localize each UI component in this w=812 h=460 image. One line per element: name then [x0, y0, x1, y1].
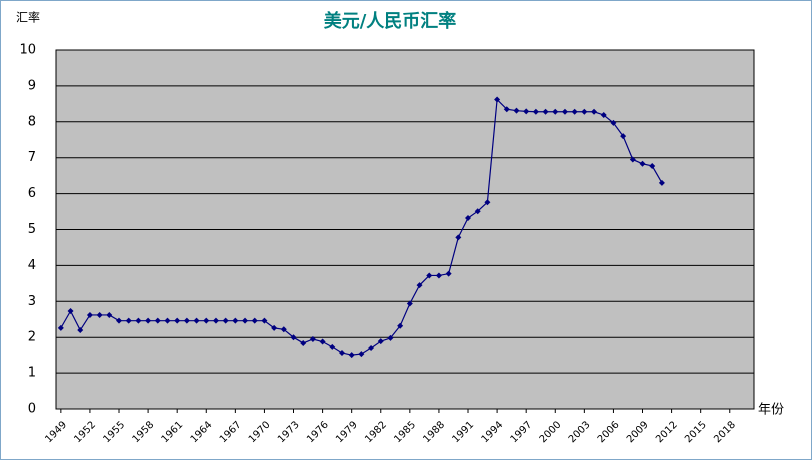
data-point — [125, 317, 132, 324]
data-point — [513, 107, 520, 114]
data-point — [164, 317, 171, 324]
y-tick-label: 8 — [28, 114, 36, 129]
data-point — [232, 317, 239, 324]
chart-title: 美元/人民币汇率 — [324, 10, 457, 32]
y-tick-label: 7 — [28, 150, 36, 165]
data-point — [426, 272, 433, 279]
data-point — [251, 317, 258, 324]
data-point — [319, 338, 326, 345]
data-point — [338, 349, 345, 356]
y-tick-label: 9 — [28, 78, 36, 93]
data-point — [174, 317, 181, 324]
data-point — [658, 179, 665, 186]
data-point — [280, 326, 287, 333]
data-point — [183, 317, 190, 324]
data-point — [503, 106, 510, 113]
data-point — [271, 324, 278, 331]
data-point — [639, 160, 646, 167]
y-tick-label: 1 — [28, 366, 36, 381]
data-point — [86, 311, 93, 318]
data-point — [261, 317, 268, 324]
data-point — [406, 300, 413, 307]
data-point — [581, 108, 588, 115]
data-point — [309, 335, 316, 342]
data-point — [106, 311, 113, 318]
data-point — [135, 317, 142, 324]
y-tick-label: 6 — [28, 186, 36, 201]
x-axis-label: 年份 — [758, 403, 784, 418]
data-point — [348, 352, 355, 359]
y-tick-label: 0 — [28, 402, 36, 417]
data-point — [193, 317, 200, 324]
data-point — [435, 272, 442, 279]
data-point — [96, 311, 103, 318]
data-point — [620, 133, 627, 140]
data-point — [329, 343, 336, 350]
data-point — [571, 108, 578, 115]
y-axis-label: 汇率 — [16, 10, 40, 25]
data-point — [532, 108, 539, 115]
y-tick-label: 4 — [28, 258, 36, 273]
y-tick-label: 5 — [28, 222, 36, 237]
data-point — [542, 108, 549, 115]
data-point — [77, 327, 84, 334]
data-point — [242, 317, 249, 324]
data-point — [368, 344, 375, 351]
y-tick-label: 2 — [28, 330, 36, 345]
data-point — [67, 307, 74, 314]
data-point — [222, 317, 229, 324]
data-point — [591, 108, 598, 115]
data-point — [523, 108, 530, 115]
data-point — [484, 199, 491, 206]
y-tick-label: 3 — [28, 294, 36, 309]
data-point — [154, 317, 161, 324]
data-point — [416, 282, 423, 289]
data-point — [494, 96, 501, 103]
data-point — [203, 317, 210, 324]
data-point — [561, 108, 568, 115]
data-point — [300, 339, 307, 346]
data-point — [397, 322, 404, 329]
data-point — [387, 334, 394, 341]
data-point — [455, 234, 462, 241]
data-point — [445, 270, 452, 277]
data-point — [474, 208, 481, 215]
data-point — [145, 317, 152, 324]
data-point — [212, 317, 219, 324]
data-point — [290, 334, 297, 341]
y-tick-label: 10 — [19, 43, 36, 58]
data-point — [600, 111, 607, 118]
data-point — [610, 119, 617, 126]
data-point — [358, 351, 365, 358]
data-point — [377, 338, 384, 345]
data-point — [57, 324, 64, 331]
data-point — [465, 215, 472, 222]
data-point — [649, 162, 656, 169]
data-point — [116, 317, 123, 324]
data-point — [629, 156, 636, 163]
data-point — [552, 108, 559, 115]
